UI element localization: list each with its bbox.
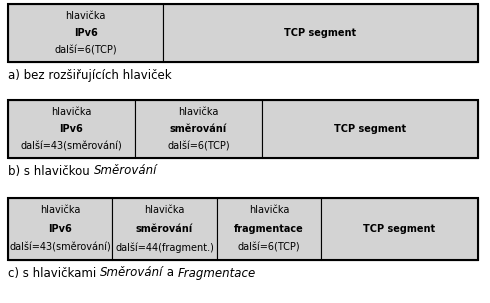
Text: hlavička: hlavička [178, 107, 219, 117]
Text: TCP segment: TCP segment [285, 28, 357, 38]
Bar [8, 198, 112, 260]
Bar [262, 100, 478, 158]
Text: směrování: směrování [170, 124, 227, 134]
Text: další=43(směrování): další=43(směrování) [21, 142, 122, 152]
Text: další=44(fragment.): další=44(fragment.) [115, 242, 214, 253]
Text: fragmentace: fragmentace [234, 224, 304, 234]
Text: a: a [163, 267, 178, 279]
Text: Směrování: Směrování [100, 267, 163, 279]
Bar [163, 4, 478, 62]
Bar [135, 100, 262, 158]
Text: hlavička: hlavička [145, 205, 185, 215]
Text: IPv6: IPv6 [49, 224, 72, 234]
Text: a) bez rozšiřujících hlaviček: a) bez rozšiřujících hlaviček [8, 68, 171, 82]
Text: Směrování: Směrování [94, 165, 157, 178]
Bar [112, 198, 217, 260]
Text: IPv6: IPv6 [60, 124, 83, 134]
Text: hlavička: hlavička [40, 205, 80, 215]
Text: TCP segment: TCP segment [364, 224, 436, 234]
Bar [8, 100, 478, 158]
Text: další=43(směrování): další=43(směrování) [9, 243, 111, 253]
Text: hlavička: hlavička [65, 11, 106, 21]
Text: další=6(TCP): další=6(TCP) [238, 243, 300, 253]
Bar [8, 100, 135, 158]
Text: Fragmentace: Fragmentace [178, 267, 256, 279]
Text: c) s hlavičkami: c) s hlavičkami [8, 267, 100, 279]
Bar [8, 198, 478, 260]
Bar [8, 4, 163, 62]
Text: směrování: směrování [136, 224, 193, 234]
Text: hlavička: hlavička [51, 107, 92, 117]
Bar [321, 198, 478, 260]
Text: další=6(TCP): další=6(TCP) [54, 45, 117, 55]
Bar [8, 4, 478, 62]
Text: IPv6: IPv6 [74, 28, 98, 38]
Bar [217, 198, 321, 260]
Text: TCP segment: TCP segment [334, 124, 406, 134]
Text: b) s hlavičkou: b) s hlavičkou [8, 165, 94, 178]
Text: hlavička: hlavička [248, 205, 289, 215]
Text: další=6(TCP): další=6(TCP) [167, 142, 230, 152]
